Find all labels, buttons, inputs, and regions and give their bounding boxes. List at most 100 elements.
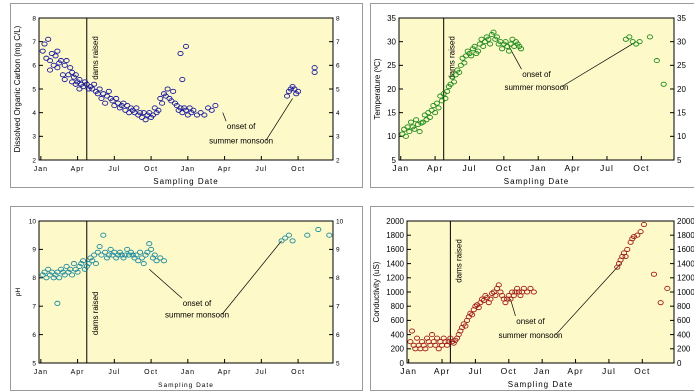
doc-data-point: [96, 86, 103, 92]
doc-data-point: [52, 53, 59, 59]
conductivity-x-tick-label: Jul: [468, 366, 482, 376]
doc-right-y-tick-label: 7: [336, 39, 340, 46]
doc-data-point: [182, 43, 190, 49]
conductivity-data-point: [435, 346, 442, 352]
conductivity-x-tick-label: Oct: [501, 366, 517, 376]
doc-x-tick-label: Oct: [144, 166, 158, 173]
doc-data-point: [177, 105, 184, 111]
ph-data-point: [114, 252, 122, 258]
doc-data-point: [61, 62, 68, 68]
temperature-right-y-tick-label: 5: [677, 156, 682, 165]
temperature-data-point: [626, 34, 633, 40]
temperature-data-point: [432, 110, 439, 116]
conductivity-data-point: [432, 342, 439, 348]
doc-x-tick-label: Jul: [255, 166, 267, 173]
conductivity-y-tick-label: 200: [391, 345, 405, 354]
ph-chart-panel: 5 6 7 8 9 10 5 6 7 8 9 10 Jan Apr Jul Oct Jan Apr Jul Oct Sa…: [10, 206, 363, 391]
conductivity-y-tick-label: 1000: [386, 288, 404, 297]
conductivity-x-axis-title: Sampling Date: [508, 380, 573, 389]
conductivity-data-point: [530, 289, 537, 295]
doc-data-point: [212, 103, 219, 109]
conductivity-data-point: [650, 271, 658, 277]
temperature-x-tick-label: Oct: [633, 163, 649, 173]
temperature-x-tick-label: Jan: [392, 163, 409, 173]
temperature-data-point: [416, 129, 423, 135]
ph-data-point: [52, 272, 59, 278]
doc-data-point: [41, 41, 48, 47]
conductivity-data-point: [527, 285, 534, 291]
temperature-right-y-tick-label: 15: [677, 108, 686, 117]
doc-data-point: [311, 65, 318, 71]
temperature-x-tick-label: Jul: [600, 163, 614, 173]
conductivity-y-axis-title: Conductivity (uS): [372, 261, 381, 322]
doc-right-y-tick-label: 4: [336, 110, 340, 117]
doc-x-tick-label: Jan: [181, 166, 195, 173]
temperature-data-point: [636, 39, 643, 45]
temperature-data-point: [426, 114, 433, 120]
ph-data-point: [63, 263, 70, 269]
ph-data-point: [116, 249, 123, 255]
ph-data-point: [122, 252, 129, 258]
conductivity-x-tick-label: Apr: [567, 366, 583, 376]
conductivity-data-point: [640, 221, 648, 228]
doc-x-tick-label: Apr: [71, 166, 85, 173]
conductivity-data-point: [480, 297, 487, 304]
ph-data-point: [85, 261, 92, 267]
ph-y-axis-title: pH: [15, 288, 22, 297]
ph-y-tick-label: 8: [32, 275, 36, 282]
doc-data-point: [164, 86, 171, 92]
ph-dams-raised-label: dams raised: [91, 292, 100, 336]
conductivity-data-point: [637, 229, 644, 235]
ph-data-point: [304, 232, 311, 238]
temperature-x-tick-label: Jan: [530, 163, 547, 173]
temperature-data-point: [461, 60, 468, 66]
ph-data-point: [81, 266, 88, 272]
doc-data-point: [67, 65, 74, 71]
doc-data-point: [284, 93, 291, 99]
ph-y-tick-label: 10: [29, 218, 37, 225]
temperature-data-point: [407, 119, 415, 125]
conductivity-data-point: [422, 346, 429, 352]
ph-data-point: [135, 258, 142, 264]
ph-y-tick-label: 9: [32, 247, 36, 254]
conductivity-data-point: [449, 339, 456, 345]
ph-data-point: [289, 238, 296, 244]
temperature-right-y-tick-label: 30: [677, 37, 686, 46]
temperature-annotation-label: summer monsoon: [504, 83, 568, 92]
doc-right-y-tick-label: 6: [336, 63, 340, 70]
conductivity-y-tick-label: 1800: [386, 231, 404, 240]
doc-data-point: [137, 110, 144, 116]
temperature-y-tick-label: 30: [387, 37, 396, 46]
ph-right-y-tick-label: 10: [336, 218, 344, 225]
doc-data-point: [76, 76, 83, 83]
doc-x-axis-title: Sampling Date: [153, 177, 218, 186]
conductivity-data-point: [408, 328, 416, 334]
ph-data-point: [127, 249, 134, 255]
temperature-data-point: [480, 43, 487, 49]
ph-right-y-tick-label: 9: [336, 247, 340, 254]
ph-data-point: [146, 241, 153, 247]
temperature-data-point: [413, 117, 420, 123]
temperature-data-point: [411, 126, 418, 132]
temperature-y-tick-label: 5: [392, 156, 397, 165]
ph-data-point: [153, 258, 160, 264]
temperature-data-point: [499, 46, 506, 52]
ph-right-y-tick-label: 8: [336, 275, 340, 282]
doc-data-point: [311, 69, 318, 75]
conductivity-right-y-tick-label: 1200: [677, 274, 694, 283]
ph-x-tick-label: Jan: [181, 369, 195, 376]
ph-data-point: [41, 269, 48, 275]
doc-y-tick-label: 2: [32, 157, 36, 164]
doc-data-point: [179, 76, 186, 83]
conductivity-right-y-tick-label: 2000: [677, 217, 694, 226]
ph-data-point: [315, 226, 322, 233]
conductivity-right-y-tick-label: 600: [677, 316, 691, 325]
ph-y-tick-label: 6: [32, 332, 36, 339]
temperature-y-tick-label: 15: [387, 108, 396, 117]
ph-data-point: [103, 255, 111, 261]
conductivity-y-tick-label: 1400: [386, 259, 404, 268]
ph-x-tick-label: Jul: [255, 369, 267, 376]
ph-data-point: [125, 252, 133, 258]
doc-right-y-tick-label: 8: [336, 15, 340, 22]
doc-data-point: [98, 95, 105, 102]
